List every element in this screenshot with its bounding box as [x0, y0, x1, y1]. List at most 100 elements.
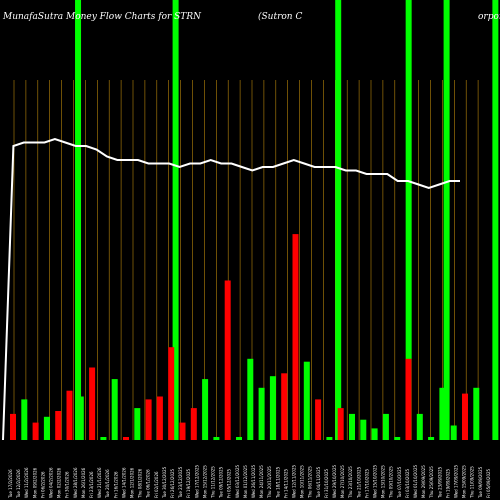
x-tick-label: Fri 19/09/2025 — [445, 468, 450, 498]
flow-bar — [326, 437, 333, 440]
x-tick-label: Mon 10/11/2025 — [300, 465, 305, 498]
x-axis-labels: Tue 17/2/2026 Tue 12/2/2026 Wed 11/2/2026 M… — [8, 464, 491, 499]
flow-bar — [349, 413, 355, 440]
x-tick-label: Fri 03/10/2025 — [405, 468, 410, 498]
x-tick-label: Tue 12/2/2026 — [16, 469, 21, 499]
flow-bar — [66, 390, 73, 440]
flow-bar — [236, 437, 242, 440]
chart-title: MunafaSutra Money Flow Charts for STRN — [2, 12, 202, 22]
x-tick-label: Wed 17/12/2025 — [194, 464, 199, 498]
chart-subtitle-right: orpor — [478, 12, 500, 22]
x-tick-label: Thu 20/11/2025 — [267, 466, 272, 499]
money-flow-line — [2, 137, 460, 441]
highlight-bar — [75, 0, 82, 440]
highlight-bar — [172, 0, 179, 440]
x-tick-label: Tue 04/11/2025 — [316, 466, 321, 499]
x-tick-label: Wed 26/11/2025 — [251, 464, 256, 498]
flow-bar — [382, 413, 389, 440]
flow-bar — [100, 437, 107, 440]
flow-bar — [190, 408, 197, 440]
highlight-bar — [335, 0, 342, 440]
x-tick-label: Wed 14/1/2026 — [121, 467, 126, 498]
chart-subtitle-left: (Sutron C — [258, 11, 302, 22]
x-tick-label: Fri 31/10/2025 — [324, 468, 329, 498]
flow-bar — [89, 367, 96, 440]
x-tick-label: Fri 23/1/2026 — [89, 471, 94, 498]
flow-bar — [315, 399, 322, 440]
flow-bar — [303, 361, 310, 440]
x-tick-label: Fri 06/2/2026 — [40, 471, 45, 498]
flow-bar — [111, 379, 118, 440]
money-flow-bars — [10, 234, 480, 440]
flow-bar — [462, 393, 468, 440]
x-tick-label: Wed 11/2/2026 — [24, 467, 29, 498]
flow-bar — [428, 437, 435, 440]
flow-bar — [224, 280, 231, 440]
x-tick-label: Wed 04/2/2026 — [49, 467, 54, 498]
highlight-bar — [405, 0, 412, 440]
flow-bar — [145, 399, 152, 440]
x-tick-label: Tue 17/2/2026 — [8, 469, 13, 499]
x-tick-label: Mon 29/09/2025 — [421, 465, 426, 498]
flow-bar — [179, 422, 186, 440]
x-tick-label: Tue 09/09/2025 — [478, 466, 483, 499]
x-tick-label: Fri 30/1/2026 — [65, 471, 70, 498]
x-tick-label: Wed 29/10/2025 — [332, 464, 337, 498]
x-tick-label: Wed 28/1/2026 — [73, 467, 78, 498]
flow-bar — [247, 358, 254, 440]
x-tick-label: Thu 11/09/2025 — [470, 466, 475, 499]
x-tick-label: Mon 01/12/2025 — [243, 465, 248, 498]
x-tick-label: Mon 15/09/2025 — [462, 465, 467, 498]
x-tick-label: Fri 05/09/2025 — [486, 468, 491, 498]
x-tick-label: Tue 06/1/2026 — [146, 469, 151, 499]
x-tick-label: Mon 26/1/2026 — [81, 467, 86, 498]
x-tick-label: Tue 23/12/2025 — [178, 466, 183, 499]
flow-bar — [337, 408, 344, 440]
x-tick-label: Mon 24/11/2025 — [259, 465, 264, 498]
x-tick-label: Fri 14/11/2025 — [283, 468, 288, 498]
x-tick-label: Mon 02/2/2026 — [57, 467, 62, 498]
flow-bar — [258, 387, 265, 440]
x-tick-label: Fri 26/12/2025 — [170, 468, 175, 498]
x-tick-label: Wed 03/12/2025 — [235, 464, 240, 498]
x-tick-label: Tue 20/1/2026 — [105, 469, 110, 499]
flow-bar — [394, 437, 401, 440]
x-tick-label: Thu 23/10/2025 — [348, 466, 353, 499]
flow-bar — [416, 413, 423, 440]
x-tick-label: Fri 05/12/2025 — [227, 468, 232, 498]
x-tick-label: Thu 09/10/2025 — [389, 466, 394, 499]
x-tick-label: Wed 12/11/2025 — [292, 464, 297, 498]
x-tick-label: Mon 13/10/2025 — [381, 465, 386, 498]
x-tick-label: Mon 15/12/2025 — [202, 465, 207, 498]
flow-bar — [371, 428, 378, 440]
flow-bar — [269, 376, 276, 440]
flow-bar — [21, 399, 28, 440]
x-tick-label: Wed 01/10/2025 — [413, 464, 418, 498]
flow-bar — [281, 373, 288, 440]
x-tick-label: Thu 08/1/2026 — [138, 468, 143, 499]
x-tick-label: Thu 11/12/2025 — [211, 466, 216, 499]
flow-bar — [156, 396, 163, 440]
x-tick-label: Tue 30/12/2025 — [162, 466, 167, 499]
flow-bar — [55, 411, 62, 440]
highlight-bars — [75, 0, 499, 440]
flow-bar — [292, 234, 299, 440]
flow-bar — [10, 413, 16, 440]
x-tick-label: Tue 07/10/2025 — [397, 466, 402, 499]
flow-bar — [123, 437, 129, 440]
flow-bar — [360, 419, 367, 440]
flow-bar — [134, 408, 141, 440]
flow-bar — [450, 425, 457, 440]
flow-bar — [202, 379, 209, 440]
x-tick-label: Thu 06/11/2025 — [308, 466, 313, 499]
highlight-bar — [492, 0, 499, 440]
x-tick-label: Tue 23/09/2025 — [437, 466, 442, 499]
x-tick-label: Fri 17/10/2025 — [364, 468, 369, 498]
x-tick-label: Mon 09/2/2026 — [32, 467, 37, 498]
flow-bar — [405, 358, 412, 440]
x-tick-label: Wed 17/09/2025 — [454, 464, 459, 498]
x-tick-label: Mon 27/10/2025 — [340, 465, 345, 498]
x-tick-label: Mon 12/1/2026 — [130, 467, 135, 498]
flow-bar — [77, 396, 84, 440]
